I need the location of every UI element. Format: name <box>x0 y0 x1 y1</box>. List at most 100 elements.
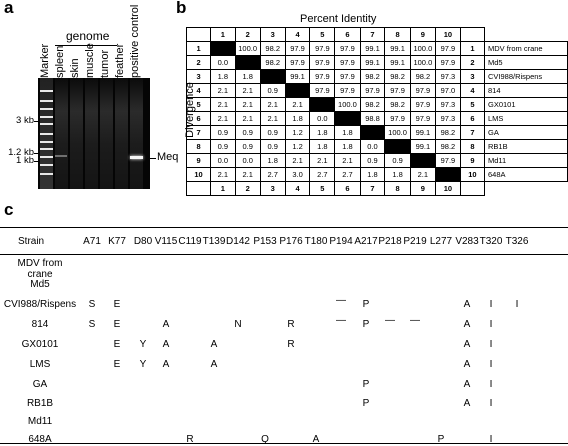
identity-cell: 2.7 <box>259 167 286 182</box>
row-index: 6 <box>185 111 212 126</box>
table-corner <box>484 182 567 196</box>
gel-lane <box>115 78 128 189</box>
position-header: T326 <box>505 236 529 247</box>
identity-cell: 98.2 <box>359 69 386 84</box>
col-header: 3 <box>259 27 286 42</box>
mutation-cell: A <box>312 434 320 445</box>
lane-label-positive-control: positive control <box>129 4 141 78</box>
ladder-band <box>40 156 53 158</box>
identity-cell: 0.9 <box>234 125 261 140</box>
col-header: 1 <box>210 27 236 42</box>
identity-cell: 97.9 <box>409 97 437 112</box>
col-header: 8 <box>384 27 411 42</box>
col-header: 9 <box>409 181 437 196</box>
strain-name: Md5 <box>483 55 568 70</box>
col-header: 7 <box>359 181 386 196</box>
row-index: 10 <box>185 167 212 182</box>
position-header: T139 <box>202 236 226 247</box>
identity-cell: 97.9 <box>284 55 311 70</box>
mutation-cell: A <box>210 359 218 370</box>
panel-b-label: b <box>176 0 187 17</box>
ladder-band <box>40 108 53 110</box>
gel-lane <box>85 78 98 189</box>
identity-cell: 99.1 <box>384 55 411 70</box>
mutation-cell: E <box>113 359 121 370</box>
diagonal-cell <box>210 41 236 56</box>
ladder-band <box>40 90 53 92</box>
identity-cell: 99.1 <box>384 41 411 56</box>
lane-label-muscle: muscle <box>84 43 96 78</box>
strain-row-label: 648A <box>28 434 52 445</box>
identity-cell: 0.0 <box>359 139 386 154</box>
strain-name: 814 <box>483 83 568 98</box>
identity-cell: 0.0 <box>234 153 261 168</box>
ladder-band <box>40 100 53 102</box>
col-header: 6 <box>334 27 361 42</box>
identity-cell: 0.9 <box>210 139 236 154</box>
strain-name: GX0101 <box>483 97 568 112</box>
col-header: 1 <box>210 181 236 196</box>
diagonal-cell <box>384 139 411 154</box>
identity-cell: 3.0 <box>284 167 311 182</box>
identity-cell: 98.2 <box>384 97 411 112</box>
col-header: 8 <box>384 181 411 196</box>
table-corner <box>484 28 567 42</box>
identity-cell: 97.9 <box>334 55 361 70</box>
mutation-cell: I <box>489 299 493 310</box>
genome-label: genome <box>66 29 110 43</box>
lane-label-tumor: tumor <box>99 49 111 78</box>
identity-cell: 0.9 <box>210 125 236 140</box>
mutation-cell: A <box>162 359 170 370</box>
lane-label-marker: Marker <box>39 43 51 78</box>
mutation-cell: Q <box>261 434 269 445</box>
identity-cell: 98.2 <box>435 125 461 140</box>
size-marker-tick <box>34 161 39 162</box>
mutation-cell: P <box>362 379 370 390</box>
meq-band-label: Meq <box>157 151 179 163</box>
lane-label-feather: feather <box>114 43 126 78</box>
strain-name: 648A <box>483 167 568 182</box>
identity-cell: 100.0 <box>234 41 261 56</box>
identity-cell: 97.3 <box>435 69 461 84</box>
identity-cell: 2.1 <box>234 83 261 98</box>
row-index-right: 7 <box>459 125 485 140</box>
mutation-cell: P <box>362 319 370 330</box>
mutation-cell: R <box>287 319 295 330</box>
position-header: T180 <box>304 236 328 247</box>
row-index: 8 <box>185 139 212 154</box>
col-header: 7 <box>359 27 386 42</box>
position-header: A71 <box>83 236 101 247</box>
row-index: 1 <box>185 41 212 56</box>
size-marker-tick <box>34 121 39 122</box>
strain-name: MDV from crane <box>483 41 568 56</box>
row-index-right: 1 <box>459 41 485 56</box>
mutation-cell: R <box>186 434 194 445</box>
identity-cell: 1.8 <box>334 125 361 140</box>
identity-cell: 0.0 <box>210 55 236 70</box>
identity-cell: 97.9 <box>435 55 461 70</box>
mutation-cell: A <box>463 379 471 390</box>
identity-cell: 98.2 <box>359 97 386 112</box>
strain-row-label: LMS <box>29 359 51 370</box>
identity-cell: 0.9 <box>359 153 386 168</box>
identity-cell: 1.8 <box>259 153 286 168</box>
row-index-right: 6 <box>459 111 485 126</box>
mutation-cell: S <box>88 319 96 330</box>
meq-pointer <box>150 158 156 159</box>
row-index-right: 2 <box>459 55 485 70</box>
row-index: 3 <box>185 69 212 84</box>
identity-cell: 2.1 <box>284 97 311 112</box>
genome-bracket-line <box>55 45 117 46</box>
diagonal-cell <box>234 55 261 70</box>
identity-cell: 0.9 <box>234 139 261 154</box>
table-c-top-rule <box>0 227 568 228</box>
identity-cell: 2.1 <box>234 97 261 112</box>
size-marker-tick <box>34 153 39 154</box>
col-header: 6 <box>334 181 361 196</box>
mutation-cell: — <box>385 315 395 326</box>
col-header: 4 <box>284 27 311 42</box>
identity-cell: 97.0 <box>435 83 461 98</box>
identity-cell: 97.9 <box>309 83 336 98</box>
identity-cell: 1.8 <box>384 167 411 182</box>
identity-cell: 97.9 <box>359 83 386 98</box>
